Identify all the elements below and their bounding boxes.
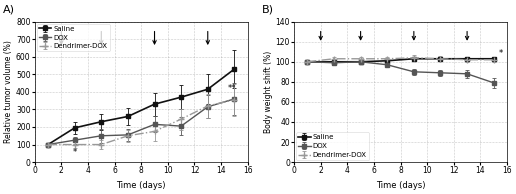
X-axis label: Time (days): Time (days) <box>376 181 425 190</box>
Y-axis label: Relative tumor volume (%): Relative tumor volume (%) <box>4 40 13 143</box>
Y-axis label: Body weight shift (%): Body weight shift (%) <box>264 51 272 133</box>
Text: A): A) <box>3 5 15 15</box>
Text: *: * <box>498 49 503 58</box>
Text: B): B) <box>262 5 274 15</box>
Text: **: ** <box>228 84 236 93</box>
Legend: Saline, DOX, Dendrimer-DOX: Saline, DOX, Dendrimer-DOX <box>296 132 369 160</box>
Text: *: * <box>73 148 77 157</box>
X-axis label: Time (days): Time (days) <box>117 181 166 190</box>
Legend: Saline, DOX, Dendrimer-DOX: Saline, DOX, Dendrimer-DOX <box>37 24 109 51</box>
